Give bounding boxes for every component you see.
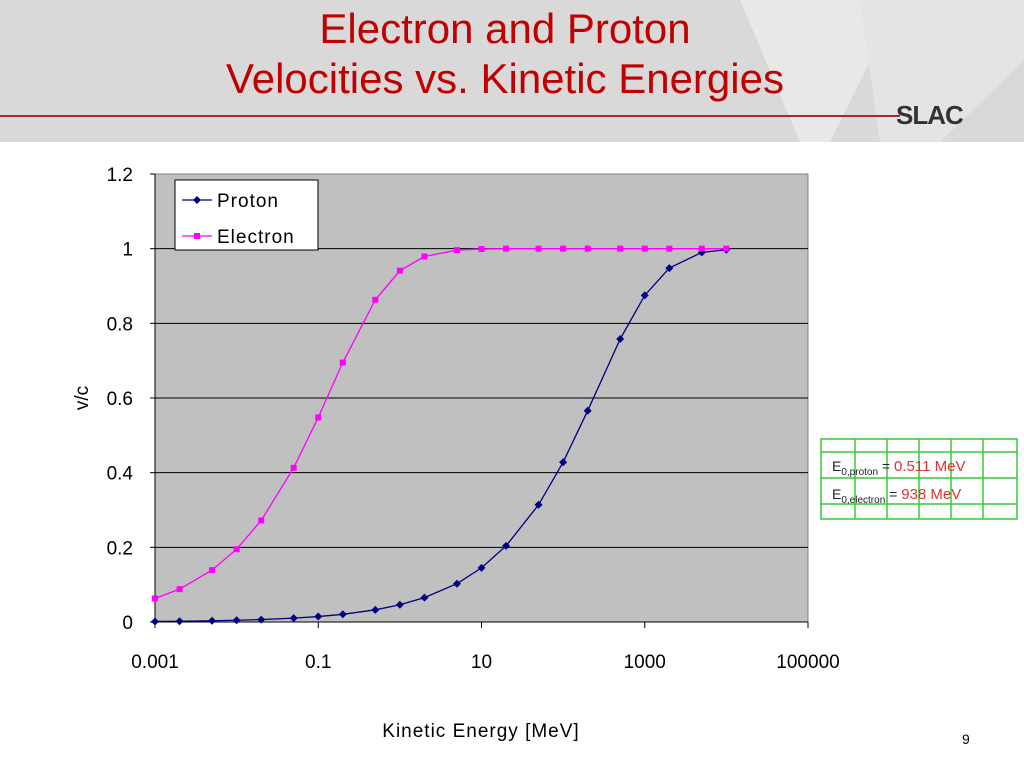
chart-legend: Proton Electron [174,179,319,251]
legend-label-proton: Proton [217,191,279,212]
title-line-2: Velocities vs. Kinetic Energies [226,55,784,102]
electron-point-18 [641,245,648,252]
proton-point-15 [559,458,568,467]
slac-logo: SLAC [896,100,964,130]
legend-label-electron: Electron [217,227,295,248]
proton-point-18 [640,291,649,300]
electron-point-14 [535,245,542,252]
electron-point-20 [698,245,705,252]
y-tick-label-2: 0.4 [107,464,134,485]
electron-point-12 [478,246,485,253]
x-axis-label: Kinetic Energy [MeV] [382,721,579,742]
electron-point-13 [503,245,510,252]
electron-e-symbol: E [832,486,842,502]
rest-energy-grid [820,438,1018,520]
proton-point-12 [477,563,486,572]
proton-point-17 [616,335,625,344]
electron-point-11 [453,247,460,254]
proton-point-8 [371,605,380,614]
electron-point-3 [233,546,240,553]
proton-point-14 [534,500,543,509]
proton-equals: = [881,458,891,474]
proton-point-1 [175,617,184,626]
electron-point-16 [584,245,591,252]
x-tick-label-2: 10 [471,652,492,673]
electron-point-7 [339,359,346,366]
electron-subscript: 0,electron [841,495,886,506]
y-tick-label-6: 1.2 [107,165,133,186]
electron-point-2 [209,567,216,574]
electron-point-19 [666,245,673,252]
electron-point-8 [372,296,379,303]
legend-marker-electron [194,233,200,239]
proton-point-5 [289,614,298,623]
y-tick-label-3: 0.6 [107,389,133,410]
rest-energy-box: E0,proton = 0.511 MeV E0,electron = 938 … [820,438,1018,520]
proton-point-19 [665,264,674,273]
series-line-electron [154,248,727,600]
proton-point-0 [151,617,159,626]
slide-header: Electron and Proton Velocities vs. Kinet… [0,0,1024,142]
y-tick-label-0: 0 [122,613,133,634]
proton-subscript: 0,proton [841,467,879,478]
proton-point-4 [257,615,266,624]
x-tick-label-3: 1000 [624,652,666,673]
proton-point-3 [232,616,241,625]
x-tick-label-4: 100000 [776,652,839,673]
y-axis-label: v/c [72,386,93,410]
electron-point-5 [290,464,297,471]
electron-point-17 [617,245,624,252]
proton-e-symbol: E [832,458,842,474]
legend-marker-proton [193,196,201,204]
electron-point-15 [560,245,567,252]
proton-point-11 [452,579,461,588]
proton-rest-energy: E0,proton = 0.511 MeV [832,458,966,478]
proton-point-9 [395,600,404,609]
slide-title: Electron and Proton Velocities vs. Kinet… [0,4,1010,104]
header-decoration [0,0,1024,142]
proton-point-6 [314,612,323,621]
electron-rest-value: 938 MeV [901,486,962,503]
page-number: 9 [962,731,970,747]
proton-point-13 [502,541,511,550]
proton-point-10 [420,593,429,602]
electron-rest-energy: E0,electron = 938 MeV [832,486,962,506]
proton-rest-value: 0.511 MeV [894,458,966,475]
proton-point-7 [338,610,347,619]
title-line-1: Electron and Proton [319,5,691,52]
electron-equals: = [889,486,898,502]
x-tick-label-0: 0.001 [131,652,179,673]
electron-point-1 [176,586,183,593]
series-line-proton [154,249,727,623]
proton-point-2 [208,616,217,625]
y-tick-label-5: 1 [122,240,133,261]
y-tick-label-1: 0.2 [107,538,133,559]
proton-point-16 [583,406,592,415]
electron-point-0 [152,595,158,602]
electron-point-9 [396,267,403,274]
electron-point-10 [421,253,428,260]
electron-point-21 [723,245,730,252]
y-tick-label-4: 0.8 [107,314,133,335]
x-tick-label-1: 0.1 [305,652,331,673]
electron-point-4 [258,517,265,524]
electron-point-6 [315,414,322,421]
